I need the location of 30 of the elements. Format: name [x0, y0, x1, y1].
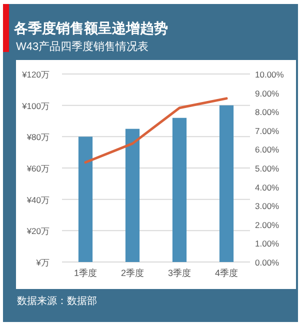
y-tick-label: ¥120万 — [21, 70, 50, 80]
bar — [219, 105, 234, 262]
x-tick-label: 2季度 — [120, 268, 144, 278]
y2-tick-label: 5.00% — [255, 164, 280, 174]
bar — [78, 136, 93, 262]
y-tick-label: ¥80万 — [26, 132, 50, 142]
y2-tick-label: 1.00% — [255, 238, 280, 249]
bar — [172, 118, 187, 262]
chart-title: 各季度销售额呈递增趋势 — [13, 20, 168, 36]
x-tick-label: 1季度 — [74, 268, 98, 278]
y-tick-label: ¥20万 — [26, 226, 50, 236]
chart-subtitle: W43产品四季度销售情况表 — [16, 40, 149, 53]
y-tick-label: ¥100万 — [21, 100, 50, 111]
y-tick-label: ¥万 — [35, 258, 50, 268]
y2-tick-label: 3.00% — [255, 201, 280, 212]
x-tick-label: 3季度 — [168, 268, 192, 278]
bar — [125, 128, 140, 262]
y2-tick-label: 8.00% — [255, 107, 280, 118]
line-series — [84, 97, 228, 164]
y2-tick-label: 0.00% — [255, 258, 280, 268]
y2-tick-label: 2.00% — [255, 220, 280, 230]
y2-tick-label: 7.00% — [255, 126, 280, 136]
y-tick-label: ¥60万 — [26, 164, 50, 174]
y-tick-label: ¥40万 — [26, 194, 50, 205]
source-note: 数据来源：数据部 — [17, 295, 97, 307]
y2-tick-label: 4.00% — [255, 182, 280, 192]
y2-tick-label: 6.00% — [255, 144, 280, 155]
x-tick-label: 4季度 — [214, 268, 238, 278]
y2-tick-label: 9.00% — [255, 88, 280, 98]
y2-tick-label: 10.00% — [255, 70, 284, 80]
